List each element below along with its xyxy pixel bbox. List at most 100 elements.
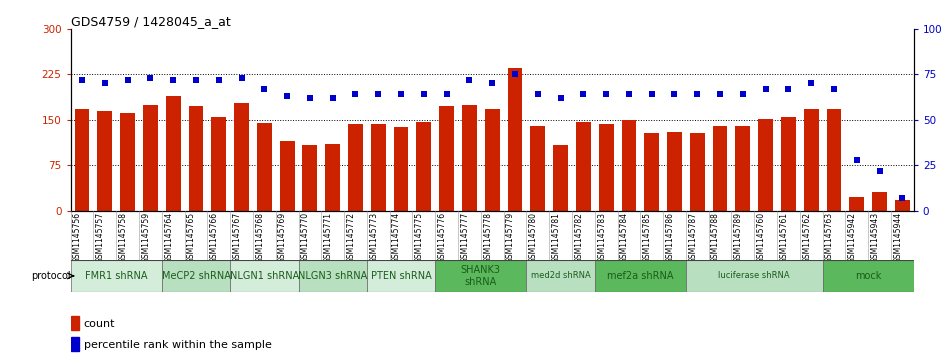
Point — [302, 95, 317, 101]
Text: GSM1145759: GSM1145759 — [141, 212, 151, 263]
Text: GSM1145770: GSM1145770 — [300, 212, 310, 263]
Point — [416, 91, 431, 97]
Point — [508, 72, 523, 77]
Text: GSM1145773: GSM1145773 — [369, 212, 379, 263]
Point — [804, 81, 819, 86]
Point — [736, 91, 751, 97]
Point — [530, 91, 545, 97]
Text: GDS4759 / 1428045_a_at: GDS4759 / 1428045_a_at — [71, 15, 231, 28]
Bar — [302, 145, 317, 211]
Text: mef2a shRNA: mef2a shRNA — [607, 271, 674, 281]
Bar — [644, 133, 659, 211]
Bar — [826, 109, 841, 211]
Text: PTEN shRNA: PTEN shRNA — [370, 271, 431, 281]
Bar — [371, 124, 385, 211]
Bar — [188, 106, 203, 211]
Text: GSM1145777: GSM1145777 — [461, 212, 469, 263]
Point — [348, 91, 363, 97]
Bar — [71, 315, 79, 330]
Bar — [166, 95, 181, 211]
Text: GSM1145944: GSM1145944 — [893, 212, 902, 263]
Text: GSM1145757: GSM1145757 — [96, 212, 105, 263]
Text: GSM1145771: GSM1145771 — [324, 212, 333, 263]
Bar — [594, 260, 686, 292]
Point — [280, 93, 295, 99]
Text: GSM1145775: GSM1145775 — [414, 212, 424, 263]
Bar — [325, 144, 340, 211]
Text: GSM1145783: GSM1145783 — [597, 212, 606, 263]
Text: NLGN1 shRNA: NLGN1 shRNA — [230, 271, 299, 281]
Text: GSM1145776: GSM1145776 — [438, 212, 447, 263]
Text: GSM1145788: GSM1145788 — [711, 212, 720, 263]
Bar — [530, 126, 545, 211]
Text: GSM1145767: GSM1145767 — [233, 212, 241, 263]
Point — [462, 77, 477, 83]
Text: GSM1145784: GSM1145784 — [620, 212, 629, 263]
Point — [371, 91, 386, 97]
Text: GSM1145758: GSM1145758 — [119, 212, 127, 263]
Text: GSM1145778: GSM1145778 — [483, 212, 493, 263]
Text: GSM1145760: GSM1145760 — [756, 212, 766, 263]
Text: GSM1145756: GSM1145756 — [73, 212, 82, 263]
Bar — [553, 145, 568, 211]
Text: GSM1145764: GSM1145764 — [164, 212, 173, 263]
Point — [758, 86, 773, 92]
Text: FMR1 shRNA: FMR1 shRNA — [85, 271, 148, 281]
Point — [690, 91, 705, 97]
Point — [74, 77, 89, 83]
Point — [97, 81, 112, 86]
Text: GSM1145789: GSM1145789 — [734, 212, 743, 263]
Bar — [895, 200, 910, 211]
Point — [826, 86, 841, 92]
Point — [484, 81, 499, 86]
Text: GSM1145781: GSM1145781 — [552, 212, 560, 263]
Bar — [416, 122, 431, 211]
Bar — [485, 109, 499, 211]
Text: count: count — [84, 319, 115, 329]
Bar — [758, 119, 773, 211]
Bar — [349, 124, 363, 211]
Text: GSM1145766: GSM1145766 — [210, 212, 219, 263]
Point — [850, 157, 865, 163]
Point — [644, 91, 659, 97]
Point — [143, 75, 158, 81]
Bar — [576, 122, 591, 211]
Bar — [299, 260, 366, 292]
Point — [188, 77, 203, 83]
Bar — [394, 127, 409, 211]
Bar — [804, 109, 819, 211]
Point — [872, 168, 887, 174]
Text: SHANK3
shRNA: SHANK3 shRNA — [461, 265, 501, 287]
Text: percentile rank within the sample: percentile rank within the sample — [84, 340, 271, 350]
Text: GSM1145768: GSM1145768 — [255, 212, 265, 263]
Bar — [462, 105, 477, 211]
Text: GSM1145786: GSM1145786 — [665, 212, 674, 263]
Text: GSM1145782: GSM1145782 — [575, 212, 583, 263]
Text: mock: mock — [855, 271, 882, 281]
Text: GSM1145761: GSM1145761 — [779, 212, 788, 263]
Point — [394, 91, 409, 97]
Text: GSM1145779: GSM1145779 — [506, 212, 515, 263]
Bar — [162, 260, 230, 292]
Text: GSM1145763: GSM1145763 — [825, 212, 834, 263]
Text: GSM1145772: GSM1145772 — [347, 212, 355, 263]
Point — [576, 91, 591, 97]
Point — [712, 91, 727, 97]
Bar — [872, 192, 887, 211]
Point — [781, 86, 796, 92]
Point — [211, 77, 226, 83]
Bar — [435, 260, 527, 292]
Point — [325, 95, 340, 101]
Point — [166, 77, 181, 83]
Bar — [781, 117, 796, 211]
Text: GSM1145785: GSM1145785 — [642, 212, 652, 263]
Text: GSM1145943: GSM1145943 — [870, 212, 880, 263]
Text: GSM1145774: GSM1145774 — [392, 212, 401, 263]
Bar — [71, 260, 162, 292]
Point — [598, 91, 613, 97]
Bar — [736, 126, 750, 211]
Text: GSM1145765: GSM1145765 — [187, 212, 196, 263]
Point — [667, 91, 682, 97]
Bar — [143, 105, 158, 211]
Point — [257, 86, 272, 92]
